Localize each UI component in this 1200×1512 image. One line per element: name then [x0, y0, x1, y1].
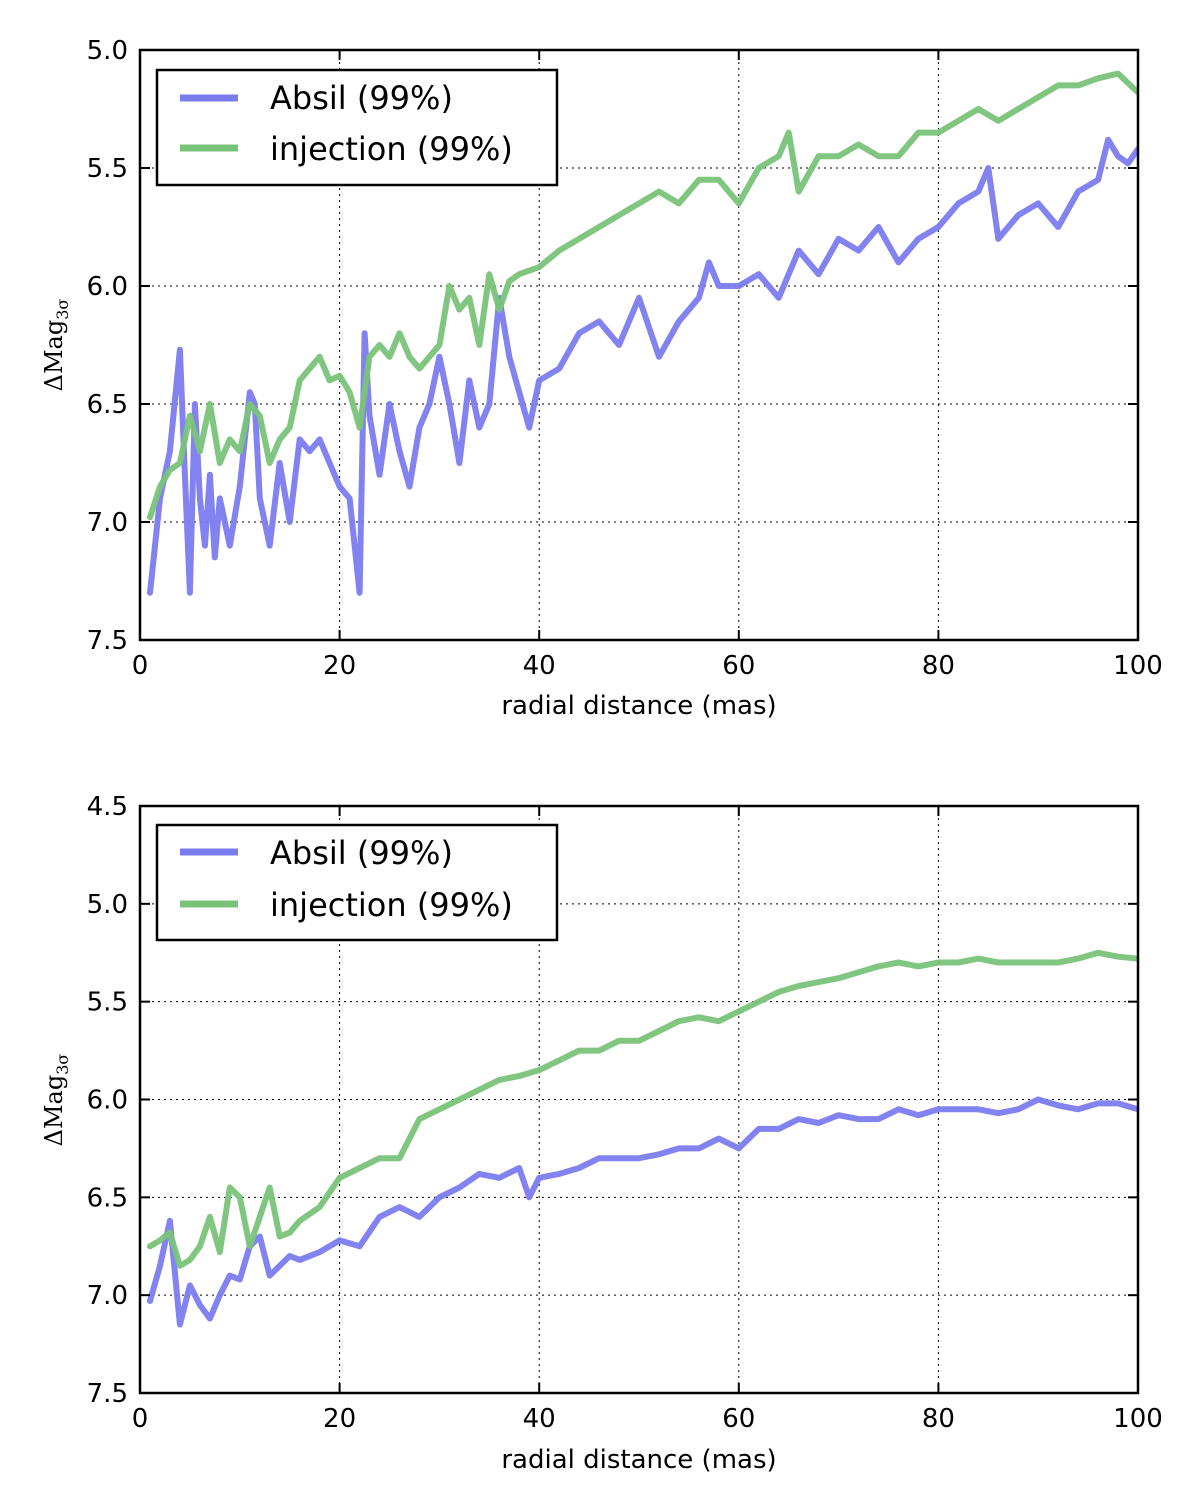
x-tick-label: 60 [722, 1404, 755, 1434]
y-tick-label: 7.0 [87, 1281, 128, 1311]
y-tick-labels: 5.0 5.5 6.0 6.5 7.0 7.5 [87, 36, 128, 656]
plot-area [147, 70, 1138, 596]
chart-top: 5.0 5.5 6.0 6.5 7.0 7.5 0 20 40 60 80 100 radial d… [40, 36, 1163, 721]
legend-label-injection: injection (99%) [270, 886, 513, 924]
y-tick-label: 7.0 [87, 508, 128, 538]
y-axis-label-sub: 3σ [53, 299, 72, 320]
x-tick-label: 40 [523, 1404, 556, 1434]
x-tick-label: 20 [323, 651, 356, 681]
y-tick-label: 4.5 [87, 792, 128, 822]
y-tick-label: 5.5 [87, 988, 128, 1018]
x-tick-label: 20 [323, 1404, 356, 1434]
y-tick-label: 5.0 [87, 36, 128, 66]
y-axis-label-main: ΔMag [40, 1075, 68, 1147]
y-axis-label-sub: 3σ [53, 1054, 72, 1075]
series-line-absil [147, 136, 1138, 596]
x-tick-labels: 0 20 40 60 80 100 [132, 1404, 1163, 1434]
y-axis-label: ΔMag3σ [40, 1054, 72, 1147]
series-line-injection [147, 949, 1138, 1269]
y-tick-label: 7.5 [87, 1379, 128, 1409]
chart-bottom: 4.5 5.0 5.5 6.0 6.5 7.0 7.5 0 20 40 60 80 100 radia… [40, 792, 1163, 1475]
plot-area [147, 949, 1138, 1328]
x-tick-label: 0 [132, 1404, 149, 1434]
y-axis-label-main: ΔMag [40, 320, 68, 392]
x-tick-label: 80 [922, 651, 955, 681]
y-tick-label: 6.0 [87, 272, 128, 302]
legend: Absil (99%) injection (99%) [155, 823, 559, 942]
x-tick-label: 100 [1113, 651, 1163, 681]
grid-lines [140, 50, 1138, 640]
plot-frame [138, 48, 1140, 642]
legend: Absil (99%) injection (99%) [155, 68, 559, 187]
y-tick-label: 7.5 [87, 626, 128, 656]
y-tick-label: 6.5 [87, 1183, 128, 1213]
x-tick-label: 40 [523, 651, 556, 681]
legend-label-absil: Absil (99%) [270, 79, 453, 117]
x-axis-label: radial distance (mas) [501, 691, 776, 721]
legend-box [155, 823, 559, 942]
legend-label-injection: injection (99%) [270, 130, 513, 168]
x-tick-labels: 0 20 40 60 80 100 [132, 651, 1163, 681]
y-tick-label: 5.5 [87, 154, 128, 184]
series-line-absil [147, 1096, 1138, 1328]
x-tick-label: 100 [1113, 1404, 1163, 1434]
legend-label-absil: Absil (99%) [270, 834, 453, 872]
svg-text:ΔMag3σ: ΔMag3σ [40, 1054, 72, 1147]
y-tick-label: 5.0 [87, 890, 128, 920]
y-axis-label: ΔMag3σ [40, 299, 72, 392]
y-tick-label: 6.5 [87, 390, 128, 420]
x-tick-label: 60 [722, 651, 755, 681]
axis-ticks [139, 805, 1139, 1394]
series-line-injection [147, 70, 1138, 521]
y-tick-label: 6.0 [87, 1086, 128, 1116]
y-tick-labels: 4.5 5.0 5.5 6.0 6.5 7.0 7.5 [87, 792, 128, 1409]
x-tick-label: 0 [132, 651, 149, 681]
axis-ticks [139, 49, 1139, 641]
svg-text:ΔMag3σ: ΔMag3σ [40, 299, 72, 392]
x-axis-label: radial distance (mas) [501, 1445, 776, 1475]
x-tick-label: 80 [922, 1404, 955, 1434]
legend-box [155, 68, 559, 187]
